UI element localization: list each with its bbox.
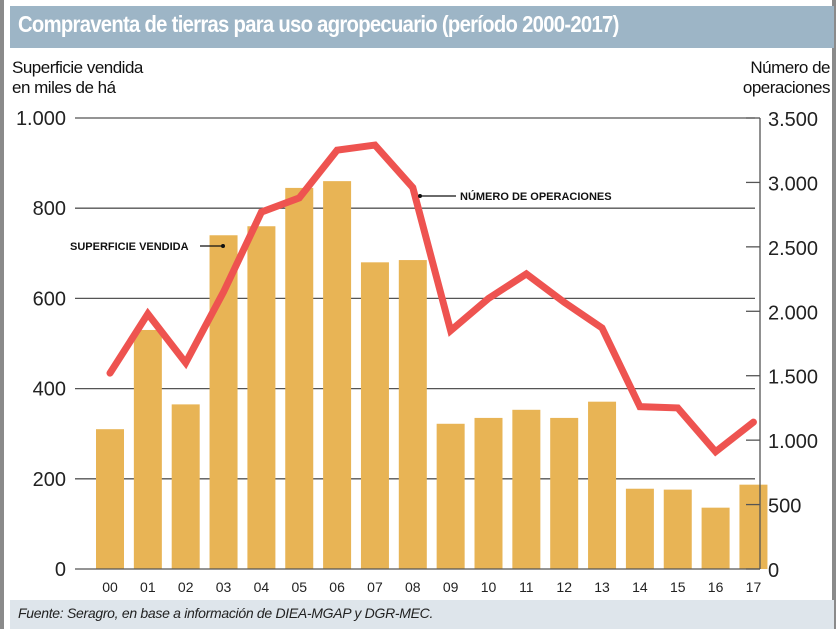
right-tick-label: 2.000: [768, 302, 818, 324]
right-axis-title-line1: Número de: [750, 58, 830, 77]
x-tick-label: 03: [216, 579, 232, 595]
x-tick-label: 09: [443, 579, 459, 595]
bar-series-label: SUPERFICIE VENDIDA: [70, 241, 189, 253]
x-tick-label: 06: [329, 579, 345, 595]
source-footer: Fuente: Seragro, en base a información d…: [10, 600, 834, 629]
right-axis-title: Número de operaciones: [743, 58, 831, 98]
x-tick-label: 13: [594, 579, 610, 595]
right-tick-label: 3.500: [768, 109, 818, 131]
right-tick-label: 1.500: [768, 367, 818, 389]
x-tick-label: 17: [746, 579, 762, 595]
left-tick-label: 400: [33, 379, 66, 401]
x-tick-label: 10: [481, 579, 497, 595]
chart-title: Compraventa de tierras para uso agropecu…: [18, 11, 619, 37]
right-tick-label: 2.500: [768, 238, 818, 260]
x-tick-label: 12: [556, 579, 572, 595]
bar: [398, 260, 427, 569]
x-tick-label: 07: [367, 579, 383, 595]
bar: [133, 329, 162, 569]
left-axis-title-line1: Superficie vendida: [12, 58, 143, 77]
x-tick-label: 16: [708, 579, 724, 595]
bar: [360, 262, 389, 569]
left-tick-label: 600: [33, 288, 66, 310]
bar: [323, 181, 352, 569]
right-axis-title-line2: operaciones: [742, 78, 831, 97]
title-band: Compraventa de tierras para uso agropecu…: [10, 6, 834, 48]
left-tick-label: 800: [33, 198, 66, 220]
bar: [625, 488, 654, 569]
bar: [247, 226, 276, 570]
left-tick-label: 0: [55, 559, 66, 581]
x-tick-label: 02: [178, 579, 194, 595]
bar: [512, 409, 541, 569]
left-axis-title-line2: en miles de há: [12, 78, 116, 97]
bar: [663, 489, 692, 569]
bar: [171, 404, 200, 569]
x-tick-label: 14: [632, 579, 648, 595]
x-tick-label: 05: [291, 579, 307, 595]
x-tick-label: 08: [405, 579, 421, 595]
left-tick-label: 1.000: [16, 108, 66, 130]
bar: [588, 401, 617, 569]
right-tick-label: 1.000: [768, 431, 818, 453]
x-tick-label: 04: [254, 579, 270, 595]
right-tick-label: 3.000: [768, 173, 818, 195]
bar: [701, 507, 730, 569]
left-tick-label: 200: [33, 469, 66, 491]
line-label-dot: [418, 194, 422, 198]
bar: [96, 429, 124, 569]
line-series-label: NÚMERO DE OPERACIONES: [460, 190, 612, 203]
bar: [285, 187, 314, 569]
x-tick-label: 15: [670, 579, 686, 595]
bar: [474, 417, 503, 569]
bar: [436, 423, 465, 569]
x-tick-label: 11: [519, 579, 534, 595]
left-axis-title: Superficie vendida en miles de há: [12, 58, 143, 98]
right-tick-label: 500: [768, 496, 801, 518]
bar: [739, 484, 768, 569]
right-tick-label: 0: [768, 560, 779, 582]
source-text: Fuente: Seragro, en base a información d…: [18, 605, 434, 621]
x-tick-label: 00: [102, 579, 118, 595]
bar: [550, 417, 579, 569]
operations-line: [106, 141, 757, 457]
bar-label-dot: [221, 244, 225, 248]
x-tick-label: 01: [140, 579, 156, 595]
